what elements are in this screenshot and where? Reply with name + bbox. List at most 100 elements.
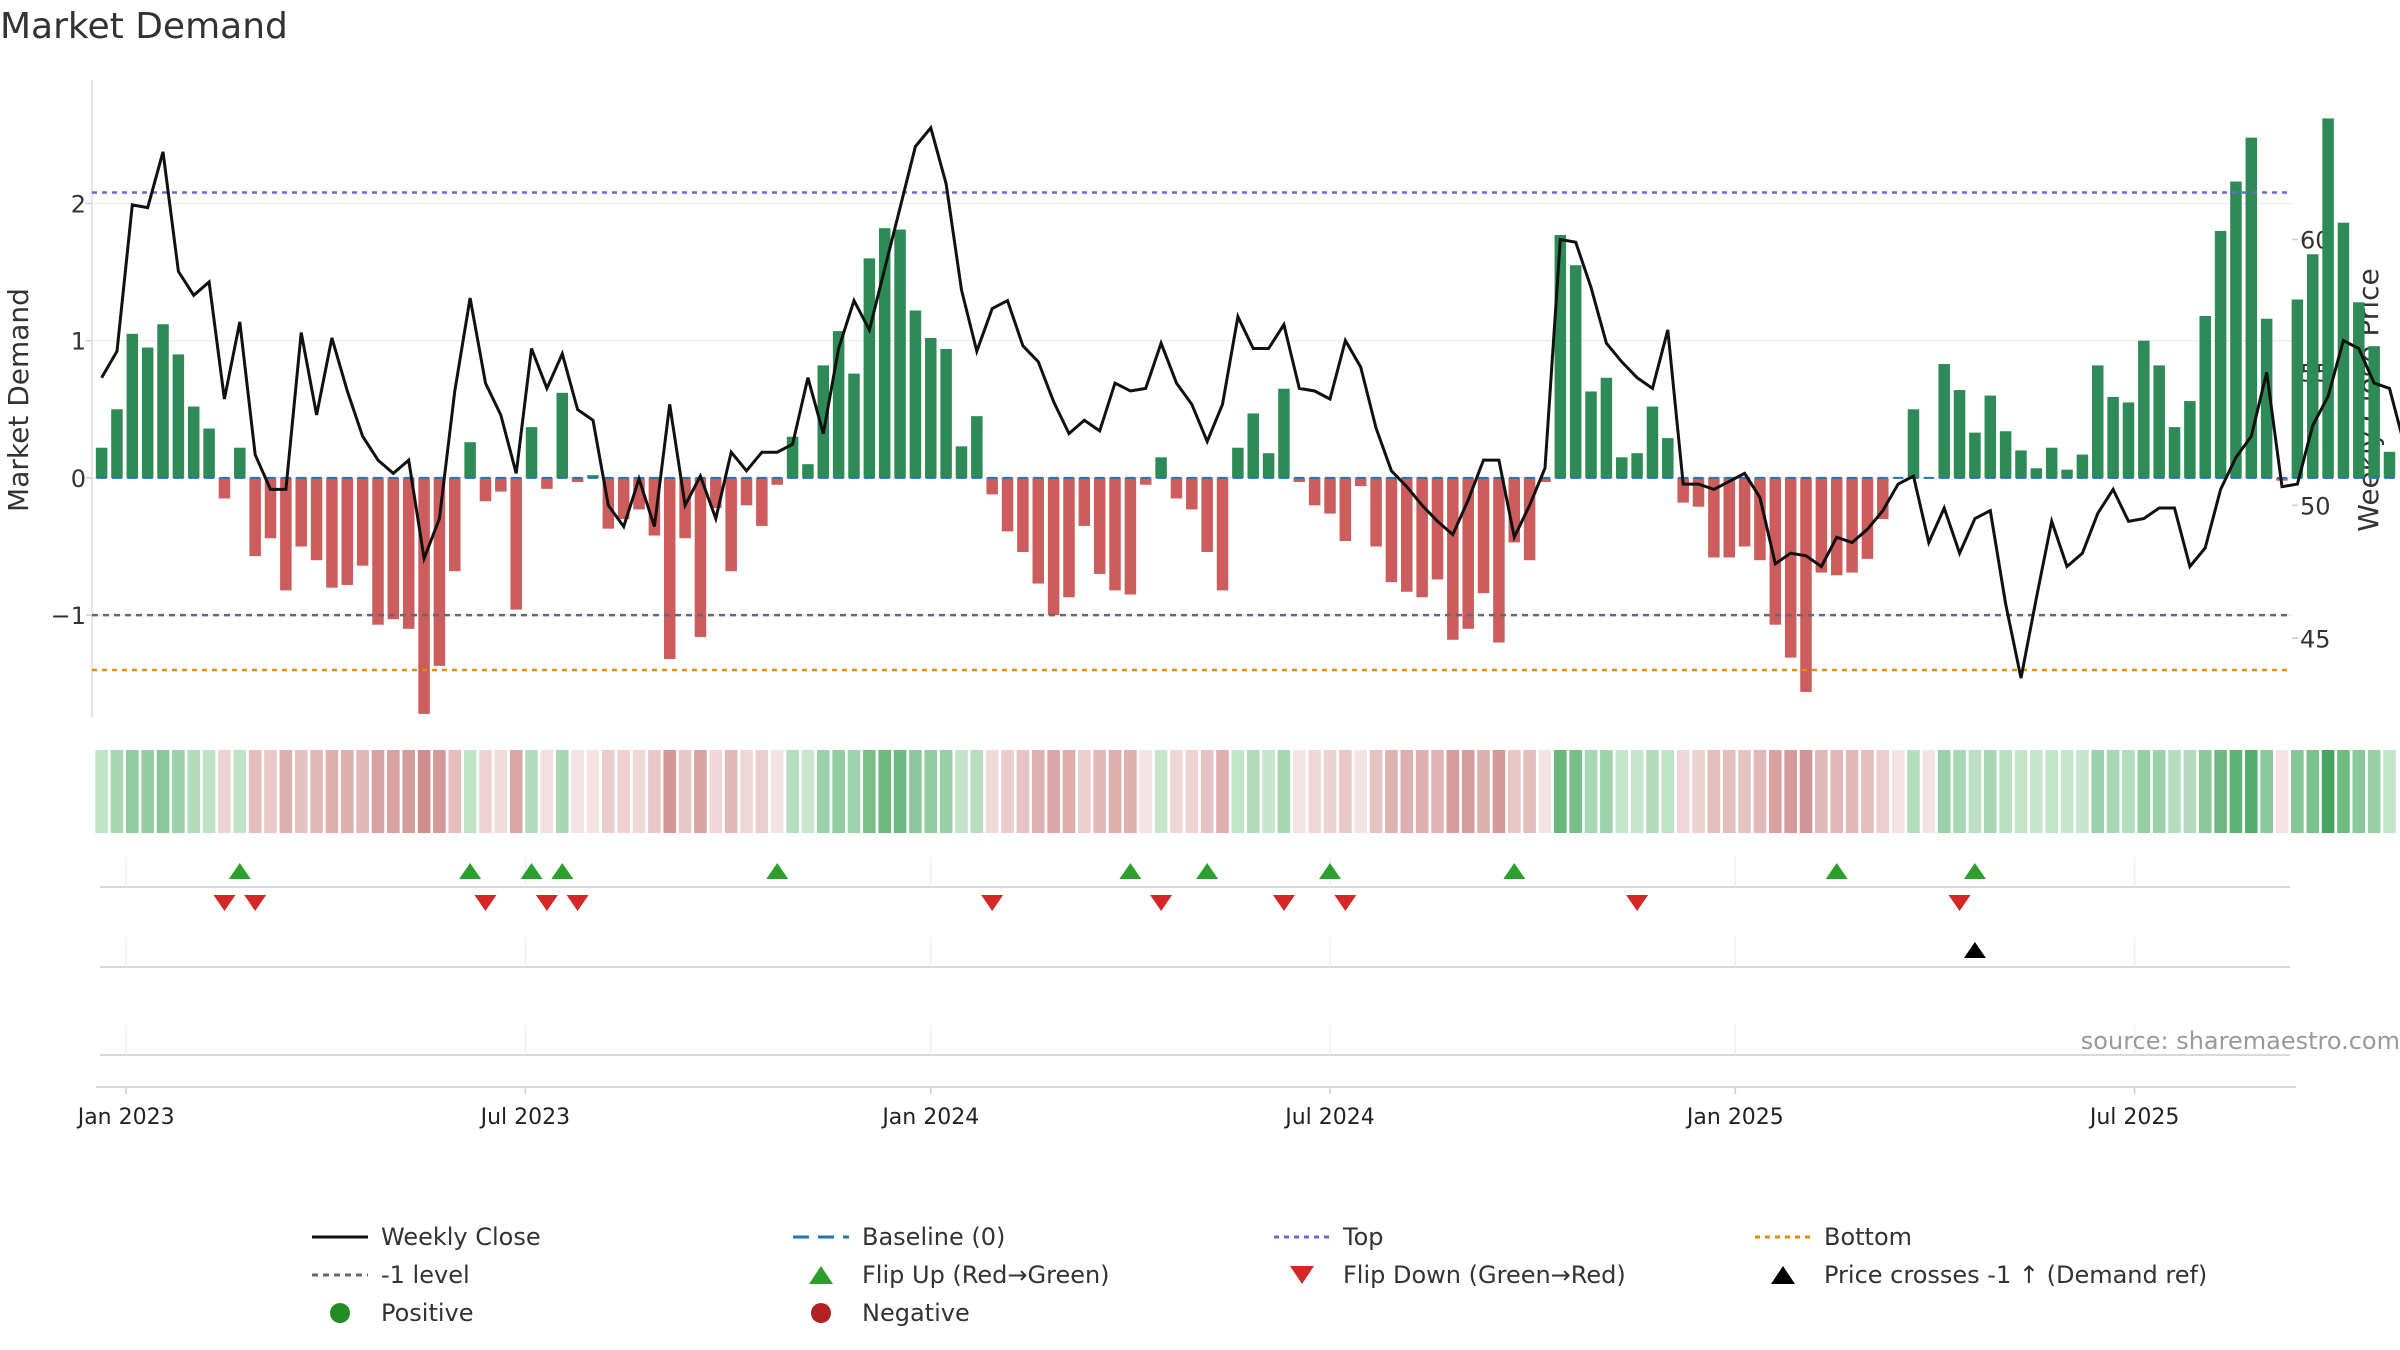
- strip-cell: [1907, 750, 1920, 833]
- strip-cell: [1477, 750, 1490, 833]
- strip-cell: [694, 750, 707, 833]
- strip-cell: [1937, 750, 1951, 833]
- demand-bar: [587, 475, 599, 478]
- demand-bar: [1662, 438, 1674, 478]
- strip-cell: [740, 750, 753, 833]
- strip-cell: [1246, 750, 1260, 833]
- strip-cell: [1815, 750, 1828, 833]
- demand-bar: [2030, 468, 2043, 478]
- demand-bar: [1800, 477, 1812, 692]
- flip-up-marker: [1319, 863, 1341, 879]
- demand-bar: [894, 229, 906, 478]
- strip-cell: [95, 750, 108, 833]
- strip-cell: [218, 750, 231, 833]
- strip-cell: [724, 750, 738, 833]
- legend-label: Flip Down (Green→Red): [1343, 1261, 1626, 1289]
- strip-cell: [1953, 750, 1966, 833]
- strip-cell: [801, 750, 815, 833]
- demand-bar: [495, 477, 507, 492]
- strip-cell: [1615, 750, 1629, 833]
- demand-bar: [1201, 477, 1213, 552]
- demand-bar: [95, 447, 108, 478]
- demand-bar: [1278, 388, 1290, 478]
- demand-bar: [372, 477, 384, 625]
- legend-flip-up: Flip Up (Red→Green): [786, 1260, 1110, 1290]
- flip-down-marker: [1948, 895, 1971, 911]
- strip-cell: [2383, 750, 2396, 833]
- demand-bar: [341, 477, 354, 585]
- strip-cell: [2352, 750, 2366, 833]
- demand-bar: [2291, 299, 2304, 478]
- circle-icon: [305, 1298, 375, 1328]
- strip-cell: [1047, 750, 1060, 833]
- strip-cell: [2214, 750, 2227, 833]
- demand-bar: [1508, 477, 1521, 543]
- demand-bar: [1109, 477, 1121, 591]
- demand-bar: [2153, 365, 2165, 478]
- demand-bar: [280, 477, 292, 591]
- strip-cell: [1154, 750, 1168, 833]
- strip-cell: [2183, 750, 2197, 833]
- demand-bar: [1078, 477, 1091, 526]
- demand-bar: [710, 477, 722, 509]
- strip-cell: [2245, 750, 2258, 833]
- strip-cell: [1385, 750, 1398, 833]
- triangle-up-icon: [1748, 1260, 1818, 1290]
- demand-bar: [940, 348, 952, 478]
- demand-bar: [1186, 477, 1198, 510]
- strip-cell: [1001, 750, 1014, 833]
- demand-bar: [2015, 450, 2027, 478]
- triangle-up-icon: [786, 1260, 856, 1290]
- strip-cell: [1078, 750, 1091, 833]
- demand-bar: [878, 228, 891, 478]
- strip-cell: [264, 750, 277, 833]
- strip-cell: [2275, 750, 2289, 833]
- demand-bar: [264, 477, 277, 539]
- strip-cell: [156, 750, 170, 833]
- dashed-line-swatch-icon: [786, 1222, 856, 1252]
- flip-up-marker: [459, 863, 482, 879]
- demand-bar: [1262, 453, 1275, 478]
- strip-cell: [356, 750, 369, 833]
- demand-bar: [1754, 477, 1766, 561]
- demand-bar: [2230, 181, 2242, 478]
- strip-cell: [417, 750, 431, 833]
- demand-bar: [1385, 477, 1398, 583]
- x-tick-label: Jul 2025: [2088, 1105, 2180, 1130]
- demand-bar: [556, 392, 568, 478]
- strip-cell: [1415, 750, 1429, 833]
- demand-bar: [955, 446, 968, 478]
- demand-bar: [740, 477, 753, 506]
- strip-cell: [1891, 750, 1905, 833]
- demand-bar: [2245, 137, 2258, 478]
- demand-bar: [2184, 401, 2196, 478]
- strip-cell: [509, 750, 523, 833]
- strip-cell: [1799, 750, 1813, 833]
- strip-cell: [233, 750, 247, 833]
- strip-cell: [1124, 750, 1137, 833]
- demand-bar: [449, 477, 461, 572]
- legend-weekly-close: Weekly Close: [305, 1222, 541, 1252]
- flip-down-marker: [244, 895, 267, 911]
- y-axis-label: Market Demand: [2, 288, 35, 512]
- legend-label: Negative: [862, 1299, 970, 1327]
- strip-cell: [678, 750, 692, 833]
- strip-cell: [2106, 750, 2120, 833]
- demand-bar: [218, 477, 231, 499]
- strip-cell: [2122, 750, 2135, 833]
- demand-bar: [1170, 477, 1183, 499]
- flip-down-markers: [213, 895, 1971, 911]
- demand-bar: [111, 409, 123, 478]
- strip-cell: [2229, 750, 2243, 833]
- y2-tick-label: 45: [2300, 625, 2331, 653]
- demand-bar: [1877, 477, 1889, 520]
- strip-cell: [648, 750, 661, 833]
- strip-cell: [2060, 750, 2074, 833]
- legend-negative: Negative: [786, 1298, 970, 1328]
- strip-cell: [878, 750, 892, 833]
- demand-bar: [172, 354, 185, 478]
- weekly-close-line: [100, 124, 2400, 679]
- strip-cell: [433, 750, 446, 833]
- legend-top: Top: [1267, 1222, 1384, 1252]
- demand-bar: [1999, 431, 2012, 478]
